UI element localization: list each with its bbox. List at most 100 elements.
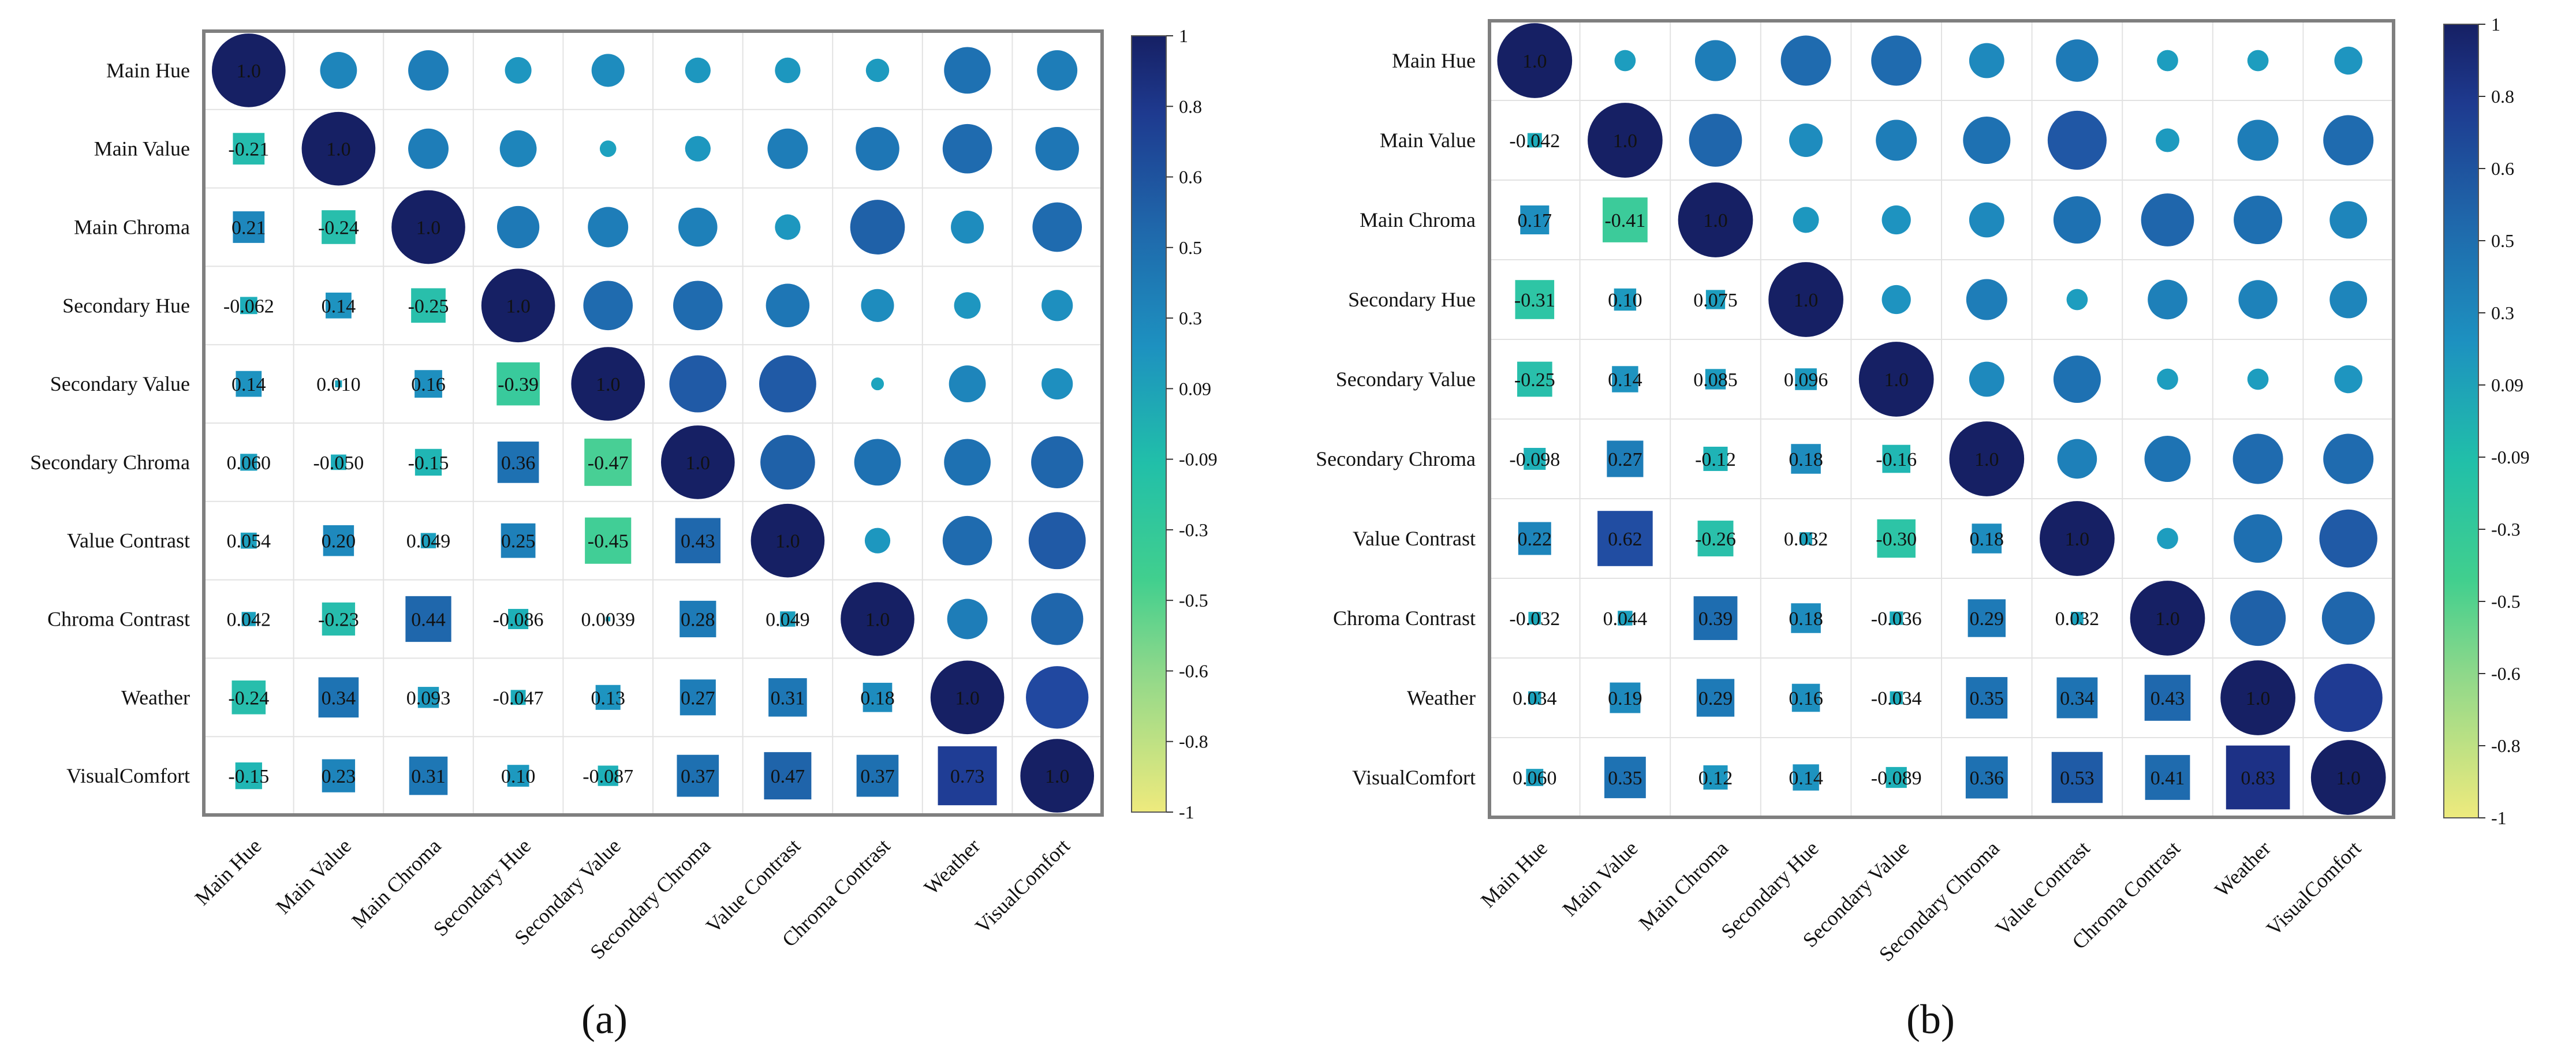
corr-square — [938, 746, 997, 806]
col-label-value-contrast: Value Contrast — [1991, 836, 2095, 940]
corr-label: 0.62 — [1608, 529, 1642, 550]
corr-square — [501, 523, 536, 558]
corr-square — [508, 608, 529, 630]
corr-circle — [2334, 365, 2362, 394]
corr-label: -0.31 — [1514, 290, 1555, 311]
corr-circle — [759, 355, 816, 413]
colorbar-tick-label: -0.8 — [1179, 731, 1208, 752]
corr-circle-diagonal — [2040, 501, 2115, 576]
corr-label: 0.049 — [406, 531, 451, 552]
corr-label: 0.18 — [1789, 449, 1823, 470]
corr-square — [1705, 290, 1726, 309]
corr-square — [496, 362, 540, 406]
colorbar-tick-label: -1 — [2491, 807, 2507, 828]
corr-label: 1.0 — [326, 139, 351, 160]
corr-circle-diagonal — [481, 268, 555, 343]
corr-square — [1524, 447, 1546, 470]
corr-label: 0.093 — [406, 687, 451, 709]
corr-square — [326, 292, 352, 319]
corr-label: 0.25 — [501, 531, 536, 552]
corr-circle-diagonal — [2310, 740, 2386, 815]
corr-label: 0.37 — [860, 766, 895, 787]
corr-square — [1703, 446, 1728, 472]
corr-label: 1.0 — [775, 531, 800, 552]
corr-label: 0.27 — [681, 687, 715, 709]
col-label-main-value: Main Value — [271, 834, 356, 918]
corr-square — [1886, 766, 1907, 788]
colorbar-tick-label: 0.6 — [2491, 158, 2514, 179]
row-label-visualcomfort: VisualComfort — [1352, 766, 1476, 789]
corr-square — [2226, 745, 2290, 810]
corr-circle-diagonal — [2130, 581, 2205, 656]
corr-circle-diagonal — [1588, 103, 1663, 178]
colorbar-tick-label: 0.5 — [1179, 237, 1202, 258]
plot-frame — [202, 29, 1104, 817]
corr-label: 0.27 — [1608, 449, 1642, 470]
corr-square — [510, 690, 526, 705]
corr-circle — [505, 57, 532, 84]
corr-label: 0.39 — [1698, 608, 1733, 630]
corr-square — [2056, 677, 2098, 719]
corr-square — [1890, 691, 1903, 705]
corr-label: -0.47 — [588, 453, 629, 474]
corr-circle — [2238, 280, 2278, 319]
corr-label: 0.032 — [1784, 529, 1828, 550]
colorbar-tick-label: 1 — [1179, 25, 1188, 46]
corr-label: 1.0 — [416, 218, 441, 239]
corr-circle — [591, 54, 625, 87]
corr-square — [417, 687, 439, 708]
corr-square — [240, 454, 257, 471]
corr-label: 0.10 — [501, 766, 536, 787]
row-label-main-chroma: Main Chroma — [1360, 208, 1476, 231]
corr-label: 0.14 — [1608, 369, 1642, 391]
corr-circle — [2323, 115, 2374, 166]
corr-square — [232, 680, 266, 715]
corr-circle — [2334, 46, 2362, 75]
corr-label: -0.089 — [1871, 768, 1922, 789]
corr-circle — [1041, 368, 1073, 400]
row-label-secondary-value: Secondary Value — [1336, 368, 1476, 391]
colorbar-tick-label: 0.3 — [2491, 302, 2514, 323]
corr-label: 0.28 — [681, 609, 715, 631]
corr-label: -0.047 — [493, 687, 544, 709]
corr-circle — [669, 355, 727, 413]
corr-label: -0.25 — [408, 296, 449, 317]
colorbar-tick-label: -0.6 — [1179, 660, 1208, 681]
corr-label: -0.16 — [1876, 449, 1917, 470]
corr-square — [1618, 611, 1633, 626]
corr-label: 0.032 — [2055, 608, 2100, 630]
corr-circle — [2155, 128, 2180, 152]
corr-circle — [1881, 285, 1911, 315]
corr-label: 1.0 — [506, 296, 531, 317]
corr-label: -0.15 — [228, 766, 269, 787]
corr-label: -0.050 — [313, 453, 364, 474]
corr-label: 0.34 — [322, 687, 356, 709]
corr-square — [680, 600, 716, 638]
colorbar — [2443, 24, 2479, 818]
corr-label: 0.21 — [232, 218, 266, 239]
corr-square — [1793, 764, 1819, 791]
colorbar-tick-label: -1 — [1179, 802, 1194, 822]
corr-square — [1696, 679, 1735, 717]
corr-circle-diagonal — [1678, 182, 1753, 257]
corr-label: 1.0 — [237, 61, 262, 82]
corr-circle — [2157, 528, 2178, 549]
corr-label: -0.036 — [1871, 608, 1922, 630]
colorbar-tick-label: 0.6 — [1179, 167, 1202, 188]
corr-circle — [1780, 35, 1831, 86]
corr-square — [1612, 366, 1638, 392]
corr-circle-diagonal — [571, 347, 645, 421]
corr-label: 1.0 — [865, 609, 890, 631]
corr-square — [856, 754, 899, 797]
corr-circle — [673, 281, 723, 331]
corr-label: 0.47 — [771, 766, 805, 787]
corr-label: 0.0039 — [581, 609, 635, 631]
corr-label: 0.29 — [1698, 688, 1733, 709]
corr-circle — [1041, 290, 1073, 321]
corr-label: 0.010 — [316, 374, 361, 395]
corr-label: 0.14 — [232, 374, 266, 395]
corr-circle-diagonal — [1949, 421, 2025, 496]
col-label-weather: Weather — [2210, 836, 2275, 901]
corr-square — [1528, 691, 1541, 705]
corr-label: 0.034 — [1513, 688, 1557, 709]
